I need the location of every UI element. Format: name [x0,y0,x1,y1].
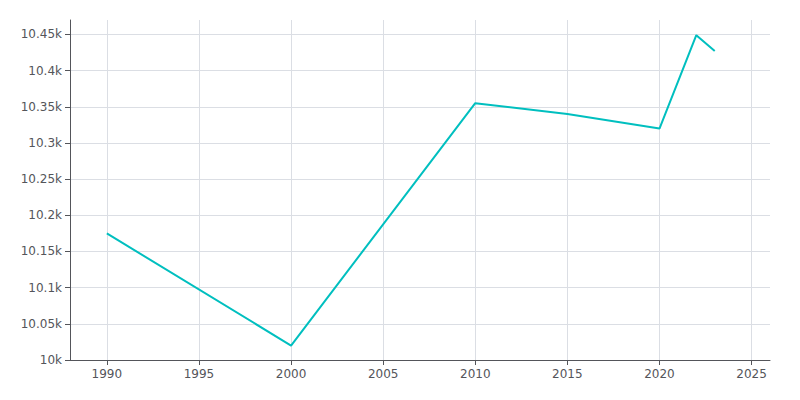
svg-text:10.3k: 10.3k [28,136,62,150]
svg-text:10.45k: 10.45k [21,27,62,41]
svg-text:2020: 2020 [644,367,675,381]
svg-text:10.15k: 10.15k [21,244,62,258]
svg-text:10.1k: 10.1k [28,281,62,295]
svg-text:2000: 2000 [276,367,307,381]
svg-text:10.35k: 10.35k [21,100,62,114]
svg-text:10.4k: 10.4k [28,64,62,78]
svg-text:10.25k: 10.25k [21,172,62,186]
svg-text:2010: 2010 [460,367,491,381]
svg-text:1995: 1995 [184,367,215,381]
svg-text:2025: 2025 [736,367,767,381]
svg-text:10k: 10k [40,353,62,367]
svg-text:2005: 2005 [368,367,399,381]
svg-text:2015: 2015 [552,367,583,381]
svg-text:10.05k: 10.05k [21,317,62,331]
svg-text:1990: 1990 [92,367,123,381]
svg-text:10.2k: 10.2k [28,208,62,222]
